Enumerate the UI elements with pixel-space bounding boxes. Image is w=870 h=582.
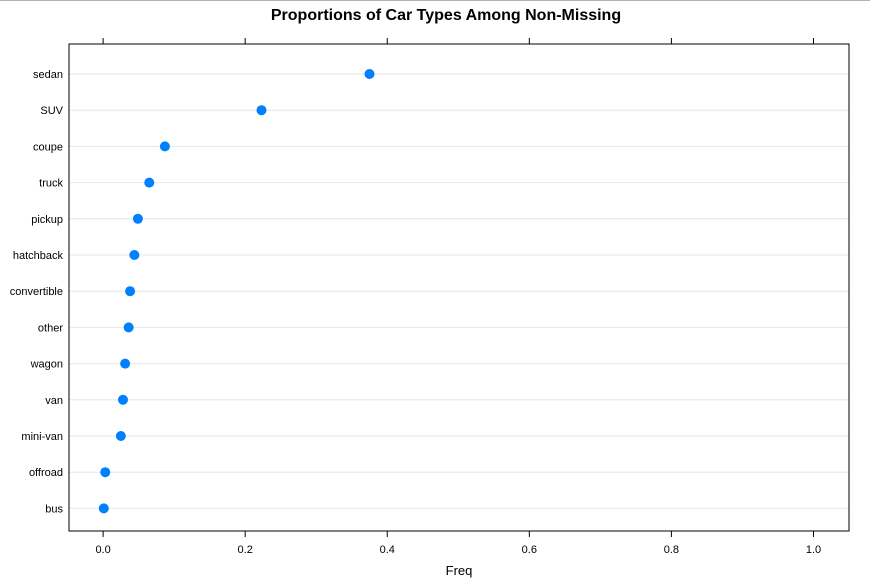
point-truck <box>144 177 155 188</box>
category-labels: sedan SUV coupe truck pickup hatchback convert… <box>10 69 64 515</box>
chart-title: Proportions of Car Types Among Non-Missi… <box>271 7 621 24</box>
x-tick-label-3: 0.6 <box>522 544 537 556</box>
category-label-pickup: pickup <box>31 214 63 226</box>
category-label-bus: bus <box>45 503 63 515</box>
gridlines <box>69 73 849 509</box>
top-rule <box>0 0 870 1</box>
category-label-wagon: wagon <box>30 359 63 371</box>
point-van <box>117 394 128 405</box>
x-tick-label-1: 0.2 <box>238 544 253 556</box>
point-sedan <box>364 69 375 79</box>
point-offroad <box>100 467 111 478</box>
category-label-suv: SUV <box>40 105 63 117</box>
x-tick-labels: 0.0 0.2 0.4 0.6 0.8 1.0 <box>95 544 821 556</box>
x-tick-label-4: 0.8 <box>664 544 679 556</box>
point-other <box>123 322 134 333</box>
x-tick-label-2: 0.4 <box>380 544 395 556</box>
x-tick-label-5: 1.0 <box>806 544 821 556</box>
category-label-convertible: convertible <box>10 286 63 298</box>
point-wagon <box>120 358 131 369</box>
top-axis-ticks <box>102 38 814 44</box>
data-points <box>98 69 375 514</box>
category-label-truck: truck <box>39 178 63 190</box>
point-convertible <box>125 286 136 297</box>
category-label-coupe: coupe <box>33 141 63 153</box>
point-bus <box>98 503 109 514</box>
category-label-sedan: sedan <box>33 69 63 81</box>
category-label-hatchback: hatchback <box>13 250 64 262</box>
category-label-other: other <box>38 322 63 334</box>
category-label-van: van <box>45 395 63 407</box>
point-coupe <box>159 141 170 152</box>
category-label-offroad: offroad <box>29 467 63 479</box>
x-tick-label-0: 0.0 <box>95 544 110 556</box>
category-label-mini-van: mini-van <box>21 431 63 443</box>
point-suv <box>256 105 267 116</box>
point-hatchback <box>129 250 140 260</box>
x-axis-title: Freq <box>446 563 473 578</box>
bottom-axis-ticks <box>102 531 814 537</box>
plot-frame <box>68 43 850 532</box>
point-pickup <box>132 213 143 224</box>
point-mini-van <box>115 431 126 441</box>
